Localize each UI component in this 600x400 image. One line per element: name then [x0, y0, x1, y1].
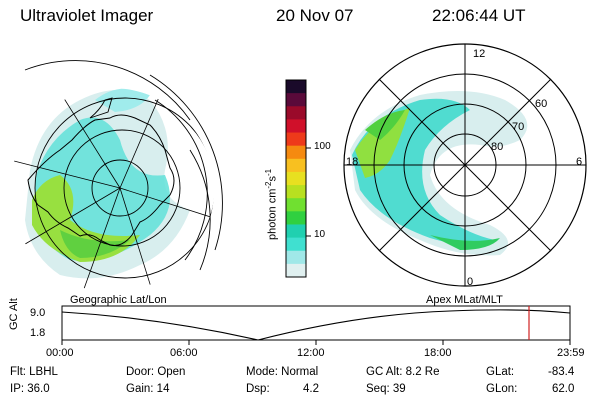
colorbar-swatch [286, 185, 306, 199]
altitude-curve [61, 309, 571, 341]
lat-label-70: 70 [512, 121, 525, 133]
continent-outline [27, 114, 175, 246]
instrument-title: Ultraviolet Imager [20, 6, 154, 25]
filter-info: Flt: LBHL [10, 366, 58, 378]
mlt-label-6: 6 [576, 156, 583, 168]
dsp-value: 4.2 [303, 383, 319, 395]
mlt-label-0: 0 [467, 276, 474, 288]
colorbar-frame [285, 79, 307, 278]
timeline-frame [61, 305, 571, 341]
colorbar-swatch [286, 145, 306, 160]
lat-label-60: 60 [535, 98, 548, 110]
colorbar-swatch [286, 80, 306, 94]
colorbar-swatch [286, 119, 306, 134]
geographic-label: Geographic Lat/Lon [70, 294, 167, 306]
colorbar-label-10: 10 [314, 229, 326, 240]
colorbar-swatch [286, 237, 306, 252]
colorbar-swatch [286, 263, 306, 278]
time-label: 22:06:44 UT [432, 6, 526, 25]
colorbar-unit: photon cm-2s-1 [264, 168, 279, 240]
timeline-y-top: 9.0 [30, 307, 46, 319]
colorbar-swatch [286, 224, 306, 239]
glat-label: GLat: [486, 366, 515, 378]
colorbar [286, 80, 306, 278]
geographic-image [10, 60, 223, 292]
colorbar-swatch [286, 211, 306, 225]
gain-info: Gain: 14 [126, 383, 170, 395]
timeline-tick-1200: 12:00 [297, 347, 325, 359]
colorbar-swatch [286, 171, 306, 186]
colorbar-swatch [286, 250, 306, 265]
colorbar-swatch [286, 132, 306, 147]
timeline-tick-0600: 06:00 [170, 347, 198, 359]
glon-value: 62.0 [552, 383, 575, 395]
colorbar-swatch [286, 198, 306, 212]
ip-info: IP: 36.0 [10, 383, 50, 395]
timeline-tick-1800: 18:00 [424, 347, 452, 359]
mlt-label-18: 18 [346, 156, 359, 168]
colorbar-swatch [286, 93, 306, 107]
seq-info: Seq: 39 [366, 383, 406, 395]
mode-info: Mode: Normal [246, 366, 319, 378]
glon-label: GLon: [486, 383, 518, 395]
lat-label-80: 80 [491, 141, 504, 153]
apex-polar-plot [343, 43, 587, 287]
dsp-label: Dsp: [246, 383, 270, 395]
timeline-tick-2359: 23:59 [557, 347, 585, 359]
apex-label: Apex MLat/MLT [426, 294, 503, 306]
date-label: 20 Nov 07 [276, 6, 354, 25]
colorbar-swatch [286, 158, 306, 173]
gc-alt-info: GC Alt: 8.2 Re [366, 366, 440, 378]
timeline-y-bottom: 1.8 [30, 327, 46, 339]
timeline-tick-0000: 00:00 [46, 347, 74, 359]
door-info: Door: Open [126, 366, 186, 378]
mlt-label-12: 12 [473, 48, 486, 60]
timeline-axis-label: GC Alt [8, 298, 20, 330]
colorbar-label-100: 100 [314, 141, 331, 152]
colorbar-swatch [286, 106, 306, 120]
glat-value: -83.4 [548, 366, 575, 378]
